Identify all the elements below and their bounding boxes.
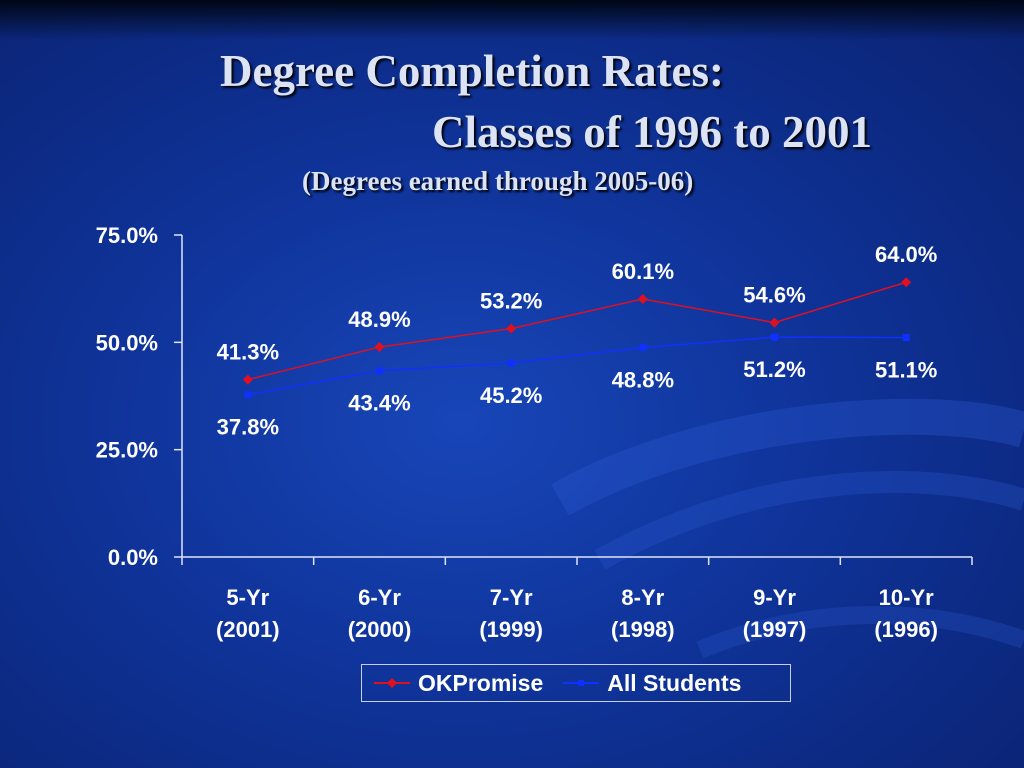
- data-label-all-students: 48.8%: [612, 367, 674, 392]
- data-label-okpromise: 48.9%: [348, 307, 410, 332]
- y-tick-label: 75.0%: [96, 223, 158, 248]
- data-label-all-students: 43.4%: [348, 391, 410, 416]
- data-point-okpromise: [769, 317, 780, 328]
- data-label-okpromise: 60.1%: [612, 259, 674, 284]
- data-point-okpromise: [901, 277, 912, 288]
- chart-axes: 0.0% 25.0% 50.0% 75.0% 5-Yr (2001) 6-Yr (2000) 7…: [96, 223, 973, 642]
- top-shadow-band: [0, 0, 1024, 40]
- data-point-all-students: [639, 343, 647, 351]
- data-label-all-students: 51.1%: [875, 358, 937, 383]
- data-point-all-students: [244, 391, 252, 399]
- legend-okpromise-marker-icon: [374, 678, 410, 688]
- x-category-label: 9-Yr (1997): [743, 585, 807, 642]
- legend-item-all-students: All Students: [559, 670, 741, 697]
- data-label-all-students: 37.8%: [217, 415, 279, 440]
- x-category-label: 5-Yr (2001): [216, 585, 280, 642]
- slide-subtitle: (Degrees earned through 2005-06): [302, 166, 694, 196]
- x-category-label: 6-Yr (2000): [348, 585, 412, 642]
- data-label-okpromise: 64.0%: [875, 242, 937, 267]
- y-tick-label: 50.0%: [96, 330, 158, 355]
- legend-label-all-students: All Students: [607, 669, 742, 696]
- data-point-okpromise: [242, 374, 253, 385]
- x-category-label: 10-Yr (1996): [874, 585, 938, 642]
- data-label-all-students: 51.2%: [743, 357, 805, 382]
- chart-legend: OKPromise All Students: [361, 664, 791, 702]
- x-category-label: 8-Yr (1998): [611, 585, 675, 642]
- series-line-all-students: [247, 336, 907, 396]
- data-point-all-students: [376, 367, 383, 375]
- legend-all-students-marker-icon: [563, 680, 600, 686]
- chart-data-labels: 41.3% 37.8% 48.9% 43.4% 53.2% 45.2% 60.1% 48.8%…: [217, 242, 938, 439]
- data-point-okpromise: [506, 323, 517, 334]
- x-category-label: 7-Yr (1999): [479, 585, 543, 642]
- chart-series: [242, 277, 912, 399]
- y-tick-label: 0.0%: [108, 545, 158, 570]
- data-point-all-students: [902, 334, 910, 342]
- data-label-all-students: 45.2%: [480, 383, 542, 408]
- data-label-okpromise: 54.6%: [743, 283, 805, 308]
- data-point-all-students: [507, 359, 515, 367]
- data-point-okpromise: [637, 293, 648, 304]
- slide-title-line-1: Degree Completion Rates:: [220, 46, 725, 96]
- legend-label-okpromise: OKPromise: [418, 669, 544, 696]
- data-label-okpromise: 53.2%: [480, 289, 542, 314]
- series-line-okpromise: [247, 281, 907, 381]
- y-tick-label: 25.0%: [96, 438, 158, 463]
- data-point-all-students: [771, 333, 778, 341]
- legend-item-okpromise: OKPromise: [370, 670, 543, 697]
- data-point-okpromise: [374, 342, 385, 353]
- slide-title-line-2: Classes of 1996 to 2001: [432, 107, 872, 157]
- data-label-okpromise: 41.3%: [217, 340, 279, 365]
